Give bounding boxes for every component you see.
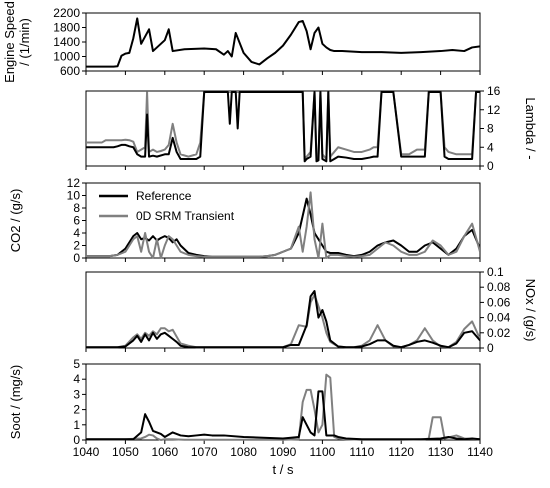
- chart-panel-2: 0 4 8 12 16 Lambda / -: [85, 84, 538, 173]
- y-tick-label: 0: [73, 251, 80, 265]
- y-axis-label: Lambda / -: [523, 97, 538, 159]
- x-tick-label: 1140: [467, 445, 493, 459]
- plot-frame: [85, 363, 481, 441]
- y-tick-label: 12: [487, 103, 501, 117]
- y-tick-label: 0.04: [487, 311, 511, 325]
- x-axis-label: t / s: [273, 462, 294, 477]
- y-tick-label: 4: [73, 372, 80, 386]
- chart-panel-4: 00.020.04 0.060.080.1 NOx / (g/s): [85, 265, 538, 355]
- series-line-1: [86, 293, 480, 349]
- y-tick-label: 0: [487, 159, 494, 173]
- y-tick-label: 5: [73, 357, 80, 371]
- y-tick-label: 16: [487, 84, 501, 98]
- y-tick-label: 8: [487, 122, 494, 136]
- x-tick-label: 1120: [388, 445, 414, 459]
- y-tick-label: 2: [73, 239, 80, 253]
- y-tick-label: 0: [73, 433, 80, 447]
- y-tick-label: 1400: [53, 35, 80, 49]
- series-line-0d-srm-transient: [86, 191, 480, 259]
- x-tick-label: 1100: [309, 445, 335, 459]
- y-tick-label: 4: [487, 140, 494, 154]
- series-line-2: [86, 90, 480, 163]
- x-tick-label: 1090: [270, 445, 297, 459]
- y-tick-label: 2: [73, 403, 80, 417]
- y-tick-label: 12: [67, 176, 81, 190]
- x-tick-label: 1070: [191, 445, 218, 459]
- plot-frame: [85, 12, 481, 72]
- y-tick-label: 1000: [53, 50, 80, 64]
- y-tick-label: 1: [73, 418, 80, 432]
- y-tick-label: 0.02: [487, 326, 511, 340]
- y-tick-label: 0.06: [487, 295, 511, 309]
- series-line-1: [86, 17, 480, 68]
- legend: Reference 0D SRM Transient: [99, 189, 235, 223]
- y-tick-label: 6: [73, 214, 80, 228]
- y-axis-label: Soot / (mg/s): [8, 365, 23, 439]
- legend-entry: 0D SRM Transient: [136, 209, 235, 223]
- series-line-2: [86, 290, 480, 349]
- y-axis-label: NOx / (g/s): [523, 279, 538, 342]
- x-tick-label: 1060: [151, 445, 178, 459]
- y-tick-label: 3: [73, 387, 80, 401]
- y-tick-label: 2200: [53, 6, 80, 20]
- x-tick-label: 1110: [349, 445, 374, 459]
- y-tick-label: 600: [60, 64, 80, 78]
- x-tick-label: 1080: [230, 445, 257, 459]
- y-axis-label: CO2 / (g/s): [8, 189, 23, 253]
- series-line-reference: [86, 197, 480, 258]
- y-tick-label: 0.08: [487, 280, 511, 294]
- plot-frame: [85, 271, 481, 349]
- x-tick-label: 1040: [73, 445, 100, 459]
- series-line-2: [86, 390, 480, 441]
- series-line-1: [86, 373, 480, 441]
- y-tick-label: 0: [487, 341, 494, 355]
- x-tick-label: 1130: [428, 445, 454, 459]
- y-tick-label: 10: [67, 189, 81, 203]
- chart-panel-5: 012 345 1040 1050 1060 1070 1080 1090 1100 1110 11…: [8, 357, 493, 477]
- x-tick-label: 1050: [112, 445, 139, 459]
- y-tick-label: 4: [73, 226, 80, 240]
- y-tick-label: 0.1: [487, 265, 504, 279]
- legend-entry: Reference: [136, 189, 192, 203]
- y-axis-label: Engine Speed/ (1/min): [2, 1, 32, 83]
- y-tick-label: 1800: [53, 21, 80, 35]
- y-tick-label: 8: [73, 201, 80, 215]
